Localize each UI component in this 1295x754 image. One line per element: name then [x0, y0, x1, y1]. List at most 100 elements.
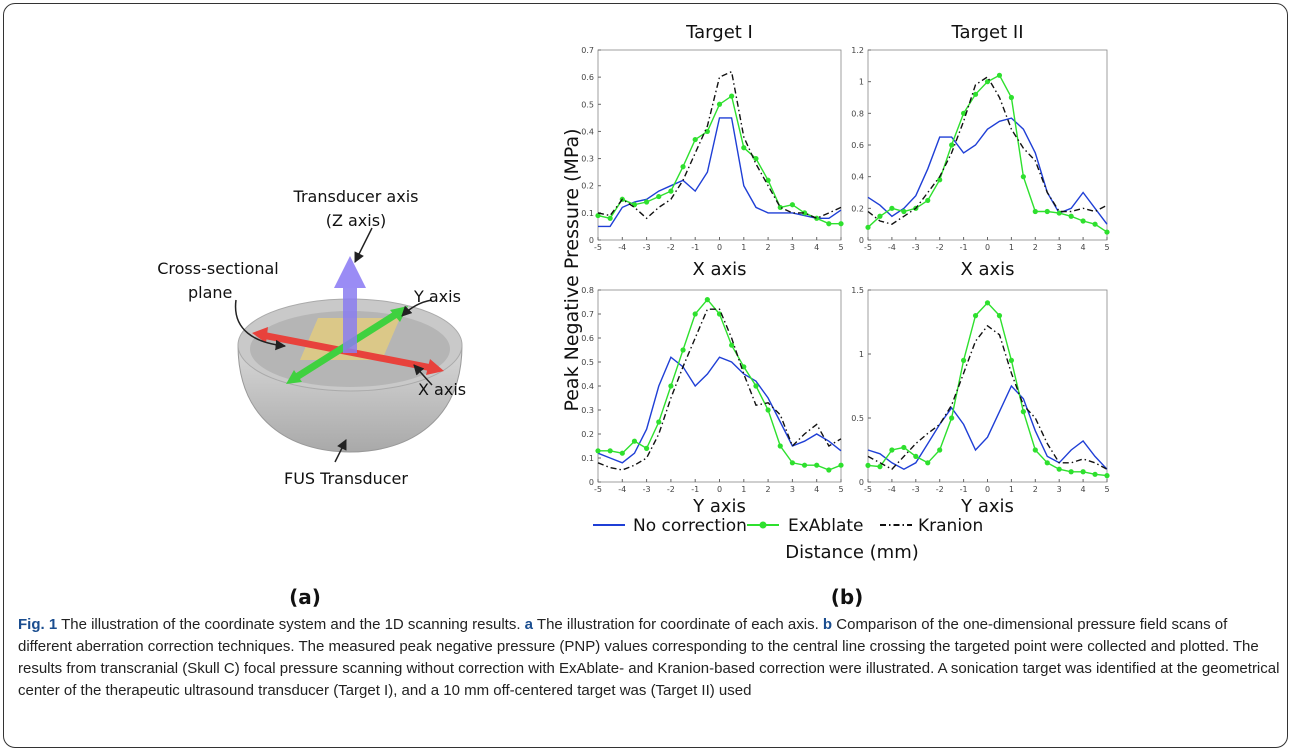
point — [1068, 213, 1074, 219]
caption-text: The illustration of the coordinate syste… — [61, 616, 521, 633]
point — [656, 193, 662, 200]
x-tick-label: 4 — [814, 243, 819, 252]
y-tick-label: 0.1 — [581, 209, 594, 218]
y-tick-label: 0 — [859, 236, 864, 245]
point — [814, 462, 820, 468]
x-tick-label: 5 — [838, 243, 843, 252]
y-tick-label: 0.5 — [581, 358, 594, 367]
x-tick-label: 0 — [985, 485, 990, 494]
series-line — [867, 117, 1108, 225]
callout — [234, 299, 287, 351]
x-tick-label: 4 — [814, 485, 819, 494]
x-tick-label: 3 — [1057, 243, 1062, 252]
point — [801, 210, 808, 216]
point — [1032, 447, 1038, 453]
point — [925, 197, 931, 204]
point — [984, 300, 991, 306]
x-arrow-head — [426, 359, 444, 375]
point — [716, 311, 723, 317]
point — [765, 177, 771, 183]
point — [1056, 210, 1062, 216]
caption-text: The illustration for coordinate of each … — [536, 616, 819, 633]
point — [753, 155, 759, 162]
x-tick-label: -1 — [960, 243, 968, 252]
x-tick-label: 1 — [741, 485, 746, 494]
point — [937, 447, 943, 453]
series-line — [597, 356, 842, 464]
x-tick-label: 3 — [790, 243, 795, 252]
y-tick-label: 0.7 — [581, 310, 594, 319]
callout — [354, 227, 373, 263]
y-tick-label: 1.2 — [851, 46, 864, 55]
point — [1080, 469, 1086, 475]
chart-title: Target I — [685, 22, 753, 43]
caption-label: a — [524, 616, 534, 633]
point — [607, 215, 613, 221]
diagram-label: X axis — [418, 380, 466, 399]
point — [1020, 409, 1026, 415]
point — [656, 419, 662, 425]
legend: No correction ExAblate Kranion — [593, 516, 983, 536]
point — [1056, 466, 1062, 472]
x-tick-label: -4 — [888, 243, 896, 252]
z-axis-arrow — [343, 285, 357, 353]
x-tick-label: 1 — [1009, 243, 1014, 252]
z-arrow-head — [334, 256, 366, 288]
point — [925, 460, 931, 466]
point — [644, 199, 650, 205]
point — [838, 462, 844, 468]
y-tick-label: 0.3 — [581, 155, 594, 164]
point — [595, 212, 601, 219]
caption-label: Fig. 1 — [18, 616, 58, 633]
y-tick-label: 0.2 — [851, 204, 864, 213]
x-tick-label: -3 — [643, 485, 651, 494]
y-tick-label: 0.6 — [851, 141, 864, 150]
point — [1020, 174, 1026, 180]
point — [961, 357, 967, 363]
x-tick-label: -3 — [912, 485, 920, 494]
point — [1032, 208, 1038, 215]
series-line — [867, 384, 1108, 470]
point — [777, 443, 783, 449]
x-tick-label: -2 — [667, 243, 675, 252]
x-tick-label: -5 — [864, 243, 872, 252]
y-tick-label: 0.2 — [581, 182, 594, 191]
point — [631, 438, 638, 444]
diagram-label: Cross-sectional — [157, 259, 279, 278]
plot-frame — [867, 289, 1108, 483]
x-axis-label: X axis — [692, 259, 746, 280]
x-tick-label: -5 — [594, 243, 602, 252]
point — [692, 311, 698, 317]
y-tick-label: 0.6 — [581, 334, 594, 343]
diagram-label: Y axis — [413, 287, 461, 306]
point — [1044, 460, 1050, 466]
series-line — [597, 70, 842, 220]
legend-label: Kranion — [918, 516, 983, 536]
point — [789, 202, 796, 208]
transducer-diagram: Transducer axis (Z axis) Cross-sectional… — [157, 187, 466, 488]
point — [814, 215, 820, 221]
chart-title: Target II — [950, 22, 1023, 43]
y-tick-label: 1 — [859, 78, 864, 87]
y-tick-label: 0.4 — [581, 382, 594, 391]
point — [1008, 94, 1015, 101]
legend-marker — [759, 521, 767, 529]
point — [889, 205, 895, 211]
charts: 0 0.1 0.2 0.3 0.4 0.5 0.6 0.7 -5 -4 -3 -2 -1 0 1 2 3 4 5 Ta… — [581, 22, 1110, 517]
x-tick-label: 3 — [790, 485, 795, 494]
point — [972, 313, 979, 319]
point — [865, 224, 871, 230]
callout — [413, 364, 433, 386]
x-tick-label: 0 — [985, 243, 990, 252]
x-tick-label: -3 — [643, 243, 651, 252]
diagram-label: Transducer axis — [293, 187, 419, 206]
point — [901, 444, 907, 451]
point — [801, 462, 808, 468]
x-tick-label: 1 — [1009, 485, 1014, 494]
diagram-label: (Z axis) — [326, 211, 387, 230]
point — [716, 101, 723, 107]
x-tick-label: 2 — [1033, 485, 1038, 494]
x-axis-label: X axis — [960, 259, 1014, 280]
x-tick-label: 5 — [838, 485, 843, 494]
